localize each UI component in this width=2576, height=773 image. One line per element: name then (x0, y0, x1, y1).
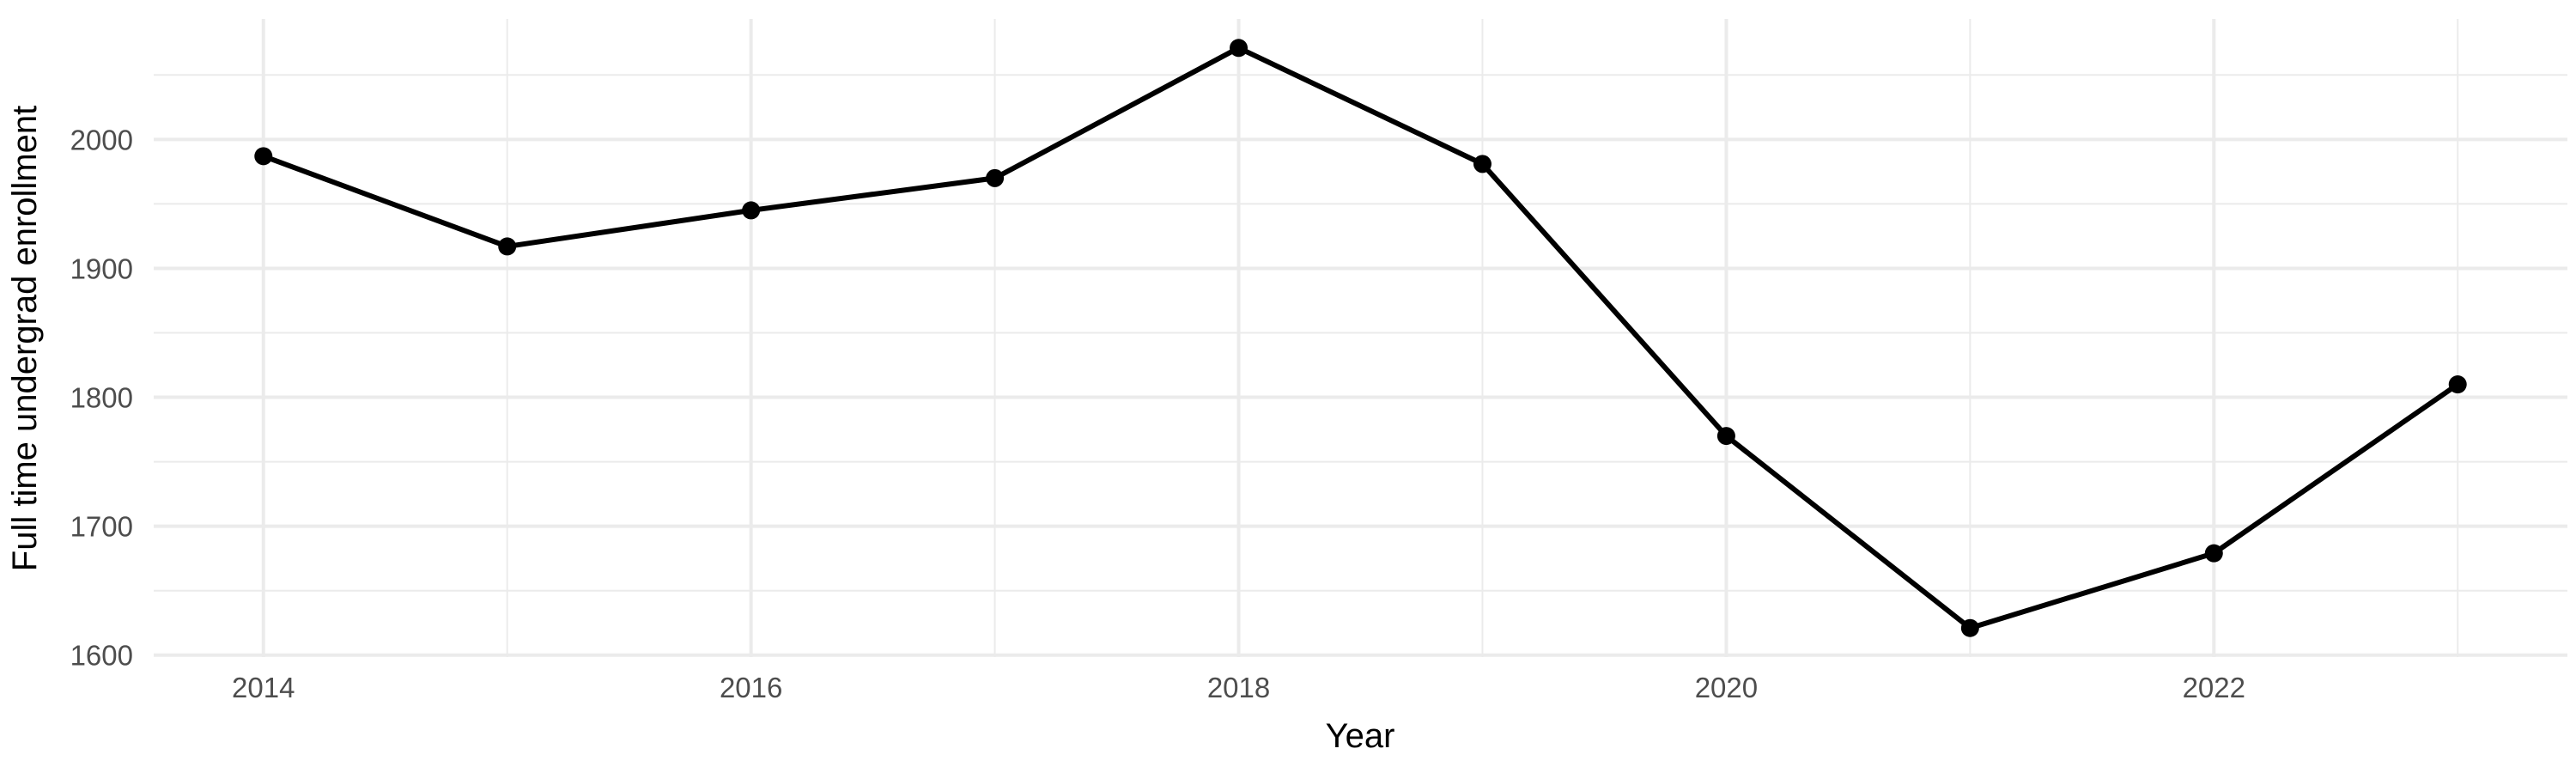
data-point (742, 201, 761, 220)
series-line (262, 45, 2459, 631)
data-point (1230, 39, 1249, 58)
data-point (2204, 544, 2223, 563)
y-tick-label: 1800 (70, 382, 133, 414)
y-tick-label: 1900 (70, 253, 133, 284)
x-tick-label: 2018 (1207, 672, 1270, 703)
x-tick-label: 2014 (232, 672, 295, 703)
x-axis-title: Year (1326, 717, 1395, 755)
data-point (986, 168, 1005, 187)
x-tick-label: 2016 (720, 672, 782, 703)
y-tick-label: 2000 (70, 124, 133, 155)
data-point (1716, 427, 1735, 446)
data-point (2448, 375, 2467, 394)
y-tick-label: 1600 (70, 640, 133, 672)
y-axis-title: Full time undergrad enrollment (6, 106, 44, 571)
data-point (1473, 155, 1492, 173)
data-point (1960, 618, 1979, 637)
data-point (254, 147, 273, 166)
y-tick-label: 1700 (70, 511, 133, 543)
data-point (498, 237, 517, 256)
x-tick-label: 2020 (1695, 672, 1758, 703)
x-tick-label: 2022 (2183, 672, 2245, 703)
